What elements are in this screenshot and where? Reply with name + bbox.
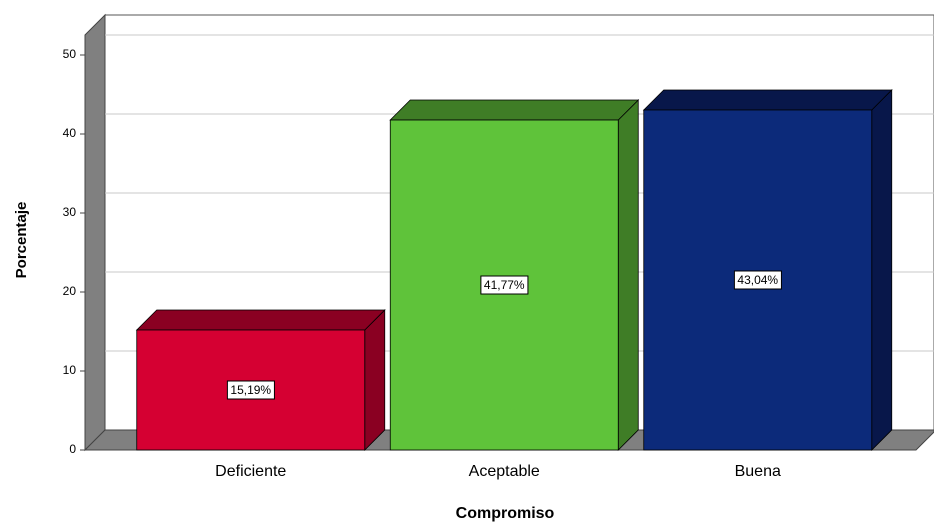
y-tick-label: 0 xyxy=(69,442,76,456)
x-tick-label: Aceptable xyxy=(469,463,540,480)
value-label: 43,04% xyxy=(737,273,778,287)
y-tick-label: 40 xyxy=(63,126,77,140)
value-label-box xyxy=(480,275,529,295)
bar-top xyxy=(389,99,640,121)
bar-side xyxy=(364,309,386,451)
y-tick-label: 20 xyxy=(63,284,77,298)
bar-side xyxy=(871,89,893,451)
value-label: 15,19% xyxy=(230,383,271,397)
y-axis-title: Porcentaje xyxy=(13,202,30,279)
value-label-box xyxy=(733,270,782,290)
left-wall xyxy=(84,13,106,452)
x-tick-label: Buena xyxy=(735,463,781,480)
bar-top xyxy=(135,309,386,331)
x-tick-label: Deficiente xyxy=(215,463,286,480)
value-label: 41,77% xyxy=(484,278,525,292)
bar-side xyxy=(617,99,639,451)
value-label-box xyxy=(226,380,275,400)
y-tick-label: 50 xyxy=(63,47,77,61)
bar-top xyxy=(642,89,893,111)
x-axis-title: Compromiso xyxy=(456,505,555,522)
y-tick-label: 30 xyxy=(63,205,77,219)
y-tick-label: 10 xyxy=(63,363,77,377)
